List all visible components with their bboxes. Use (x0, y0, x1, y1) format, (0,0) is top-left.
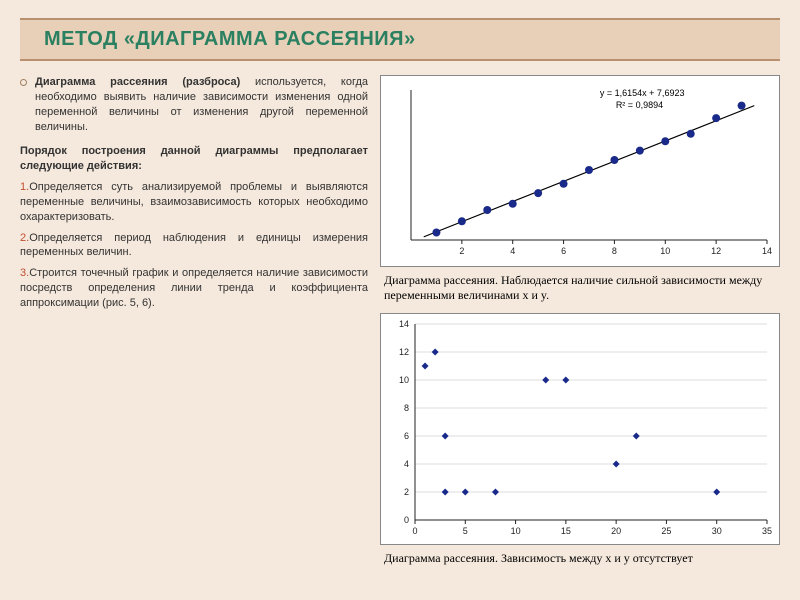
svg-text:20: 20 (611, 526, 621, 536)
list-item: 1.Определяется суть анализируемой пробле… (20, 180, 368, 225)
svg-text:0: 0 (404, 515, 409, 525)
chart1-svg: 2 4 6 8 10 12 14 y = 1,6154x + 7,6923 R² = 0,989… (381, 76, 779, 266)
svg-text:4: 4 (510, 246, 515, 256)
svg-text:10: 10 (399, 375, 409, 385)
subheading: Порядок построения данной диаграммы пред… (20, 144, 368, 174)
svg-text:2: 2 (459, 246, 464, 256)
page-title: МЕТОД «ДИАГРАММА РАССЕЯНИЯ» (44, 28, 756, 51)
content-row: Диаграмма рассеяния (разброса) используе… (20, 75, 780, 572)
svg-text:2: 2 (404, 487, 409, 497)
item-number: 2. (20, 232, 29, 244)
svg-text:25: 25 (661, 526, 671, 536)
item-text: Строится точечный график и определяется … (20, 267, 368, 309)
svg-text:y = 1,6154x + 7,6923: y = 1,6154x + 7,6923 (600, 88, 685, 98)
svg-text:4: 4 (404, 459, 409, 469)
svg-text:0: 0 (412, 526, 417, 536)
item-number: 1. (20, 181, 29, 193)
svg-text:10: 10 (511, 526, 521, 536)
svg-text:12: 12 (711, 246, 721, 256)
lead-bold: Диаграмма рассеяния (разброса) (35, 76, 240, 88)
svg-text:6: 6 (404, 431, 409, 441)
text-column: Диаграмма рассеяния (разброса) используе… (20, 75, 368, 572)
title-bar: МЕТОД «ДИАГРАММА РАССЕЯНИЯ» (20, 18, 780, 61)
bullet-icon (20, 79, 27, 86)
item-text: Определяется суть анализируемой проблемы… (20, 181, 368, 223)
chart2-caption: Диаграмма рассеяния. Зависимость между x… (380, 549, 780, 572)
item-number: 3. (20, 267, 29, 279)
svg-text:15: 15 (561, 526, 571, 536)
svg-text:12: 12 (399, 347, 409, 357)
item-text: Определяется период наблюдения и единицы… (20, 232, 368, 259)
svg-text:8: 8 (404, 403, 409, 413)
bullet-paragraph: Диаграмма рассеяния (разброса) используе… (20, 75, 368, 140)
chart-column: 2 4 6 8 10 12 14 y = 1,6154x + 7,6923 R² = 0,989… (380, 75, 780, 572)
slide: МЕТОД «ДИАГРАММА РАССЕЯНИЯ» Диаграмма ра… (0, 0, 800, 600)
svg-text:6: 6 (561, 246, 566, 256)
list-item: 2.Определяется период наблюдения и едини… (20, 231, 368, 261)
chart1-caption: Диаграмма рассеяния. Наблюдается наличие… (380, 271, 780, 309)
scatter-chart-strong: 2 4 6 8 10 12 14 y = 1,6154x + 7,6923 R² = 0,989… (380, 75, 780, 267)
svg-text:10: 10 (660, 246, 670, 256)
list-item: 3.Строится точечный график и определяетс… (20, 266, 368, 311)
svg-text:14: 14 (399, 319, 409, 329)
svg-text:R² = 0,9894: R² = 0,9894 (616, 100, 663, 110)
svg-text:30: 30 (712, 526, 722, 536)
svg-text:8: 8 (612, 246, 617, 256)
svg-text:5: 5 (463, 526, 468, 536)
svg-text:14: 14 (762, 246, 772, 256)
svg-text:35: 35 (762, 526, 772, 536)
scatter-chart-none: 0 2 4 6 8 10 12 14 0 5 10 15 20 25 30 35 (380, 313, 780, 545)
lead-paragraph: Диаграмма рассеяния (разброса) используе… (35, 75, 368, 134)
chart2-svg: 0 2 4 6 8 10 12 14 0 5 10 15 20 25 30 35 (381, 314, 779, 544)
